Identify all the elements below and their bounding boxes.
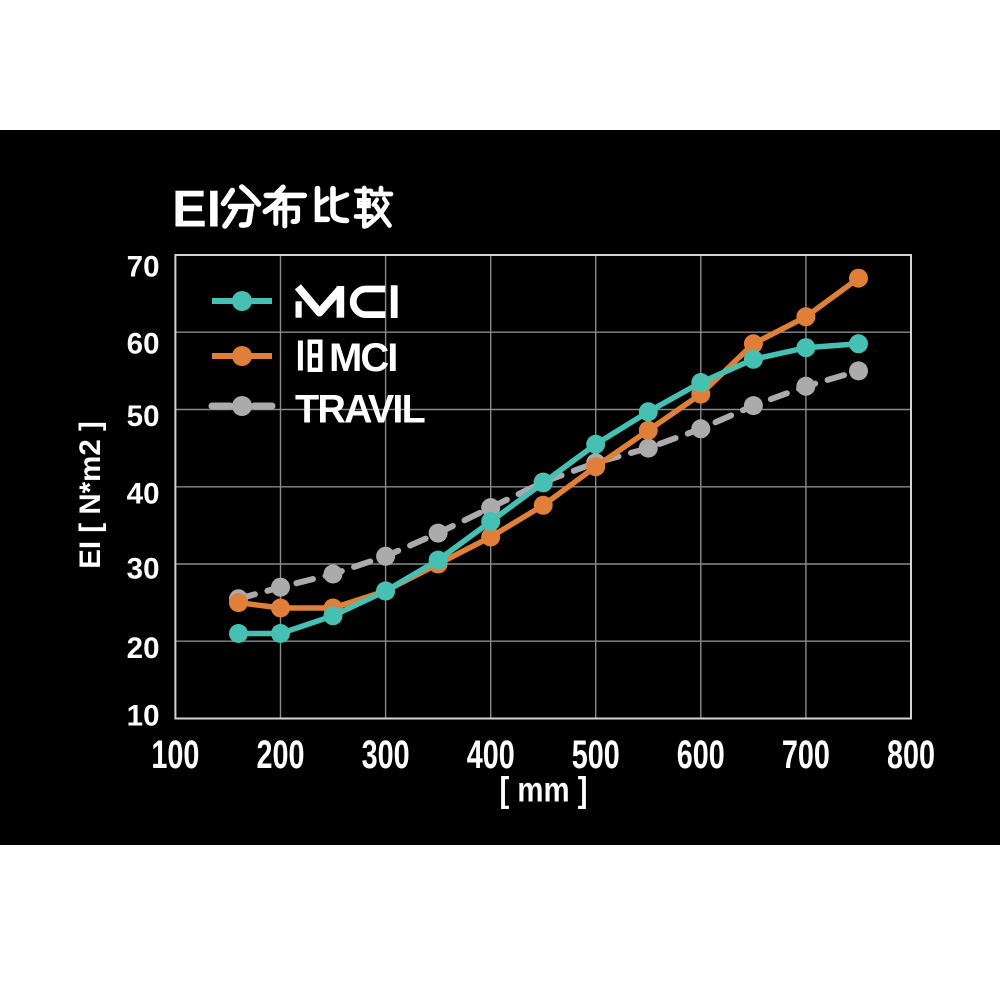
svg-text:60: 60 <box>127 327 160 360</box>
svg-text:70: 70 <box>127 251 160 284</box>
svg-text:40: 40 <box>127 477 160 510</box>
svg-text:TRAVIL: TRAVIL <box>295 388 425 432</box>
svg-text:EI: EI <box>172 180 221 238</box>
svg-text:400: 400 <box>467 732 515 777</box>
svg-text:10: 10 <box>127 700 160 733</box>
svg-text:800: 800 <box>887 732 935 777</box>
svg-text:30: 30 <box>127 553 160 586</box>
svg-text:500: 500 <box>572 732 620 777</box>
svg-text:200: 200 <box>257 732 305 777</box>
svg-text:600: 600 <box>677 732 725 777</box>
svg-text:100: 100 <box>151 732 199 777</box>
svg-text:EI [ N*m2 ]: EI [ N*m2 ] <box>74 421 107 569</box>
svg-text:MCI: MCI <box>329 336 396 380</box>
svg-text:300: 300 <box>362 732 410 777</box>
svg-text:[ mm ]: [ mm ] <box>500 771 588 810</box>
svg-text:20: 20 <box>127 632 160 665</box>
svg-text:50: 50 <box>127 400 160 433</box>
svg-text:700: 700 <box>782 732 830 777</box>
